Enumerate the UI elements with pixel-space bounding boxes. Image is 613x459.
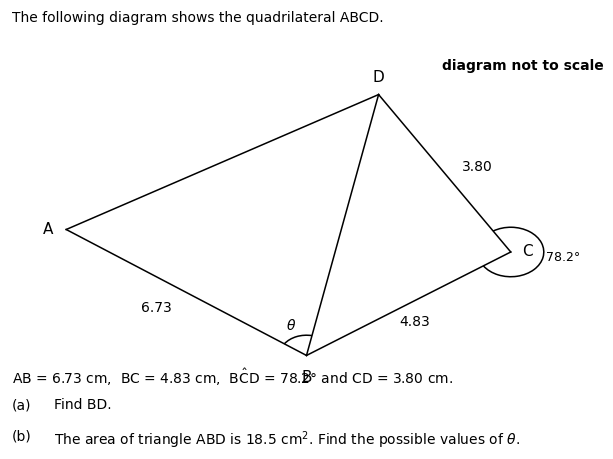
Text: C: C: [522, 245, 533, 259]
Text: (b): (b): [12, 430, 32, 444]
Text: 78.2°: 78.2°: [546, 251, 581, 264]
Text: A: A: [43, 222, 53, 237]
Text: D: D: [373, 70, 384, 85]
Text: diagram not to scale: diagram not to scale: [442, 59, 604, 73]
Text: AB = 6.73 cm,  BC = 4.83 cm,  B$\hat{\rm C}$D = 78.2° and CD = 3.80 cm.: AB = 6.73 cm, BC = 4.83 cm, B$\hat{\rm C…: [12, 367, 453, 388]
Text: θ: θ: [287, 319, 295, 333]
Text: 6.73: 6.73: [141, 301, 172, 315]
Text: 3.80: 3.80: [462, 160, 493, 174]
Text: 4.83: 4.83: [399, 315, 430, 329]
Text: Find BD.: Find BD.: [54, 398, 112, 412]
Text: The following diagram shows the quadrilateral ABCD.: The following diagram shows the quadrila…: [12, 11, 384, 25]
Text: (a): (a): [12, 398, 32, 412]
Text: The area of triangle ABD is 18.5 cm$^2$. Find the possible values of $\theta$.: The area of triangle ABD is 18.5 cm$^2$.…: [54, 430, 520, 451]
Text: B: B: [301, 369, 312, 385]
